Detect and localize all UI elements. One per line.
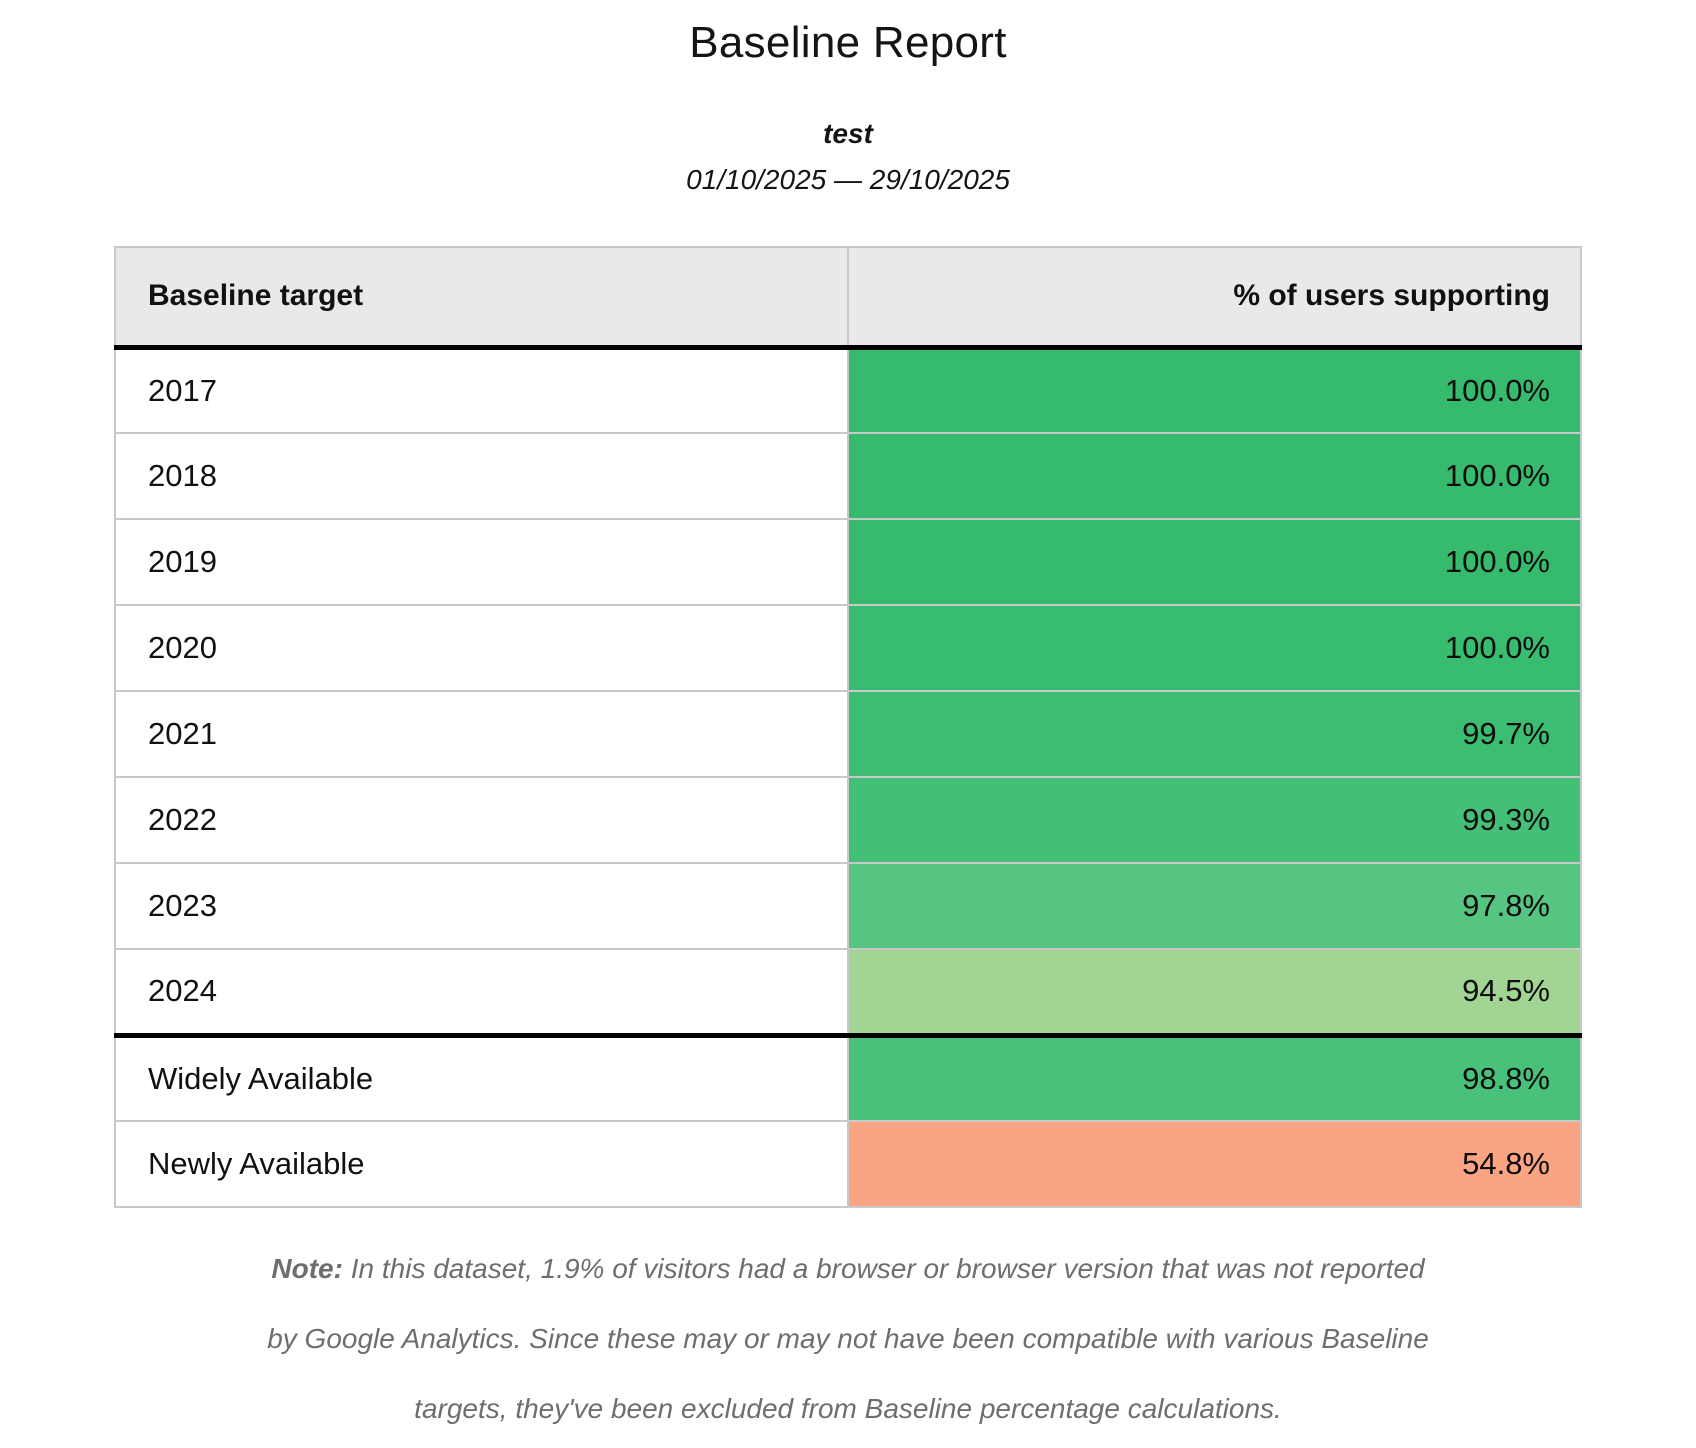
table-row: 2019 100.0%: [115, 518, 1581, 605]
table-row: Newly Available 54.8%: [115, 1120, 1581, 1207]
column-header-baseline-target: Baseline target: [115, 247, 849, 350]
baseline-target-cell: 2024: [115, 948, 849, 1035]
baseline-target-cell: 2020: [115, 604, 849, 691]
note-text: In this dataset, 1.9% of visitors had a …: [267, 1253, 1429, 1424]
note-label: Note:: [271, 1253, 343, 1284]
table-header-row: Baseline target % of users supporting: [115, 247, 1581, 350]
baseline-table: Baseline target % of users supporting 20…: [114, 246, 1582, 1208]
table-row: 2018 100.0%: [115, 432, 1581, 519]
table-body: 2017 100.0% 2018 100.0% 2019 100.0% 2020 100.0%…: [115, 347, 1581, 1207]
baseline-target-cell: 2022: [115, 776, 849, 863]
baseline-target-cell: Newly Available: [115, 1120, 849, 1207]
report-note: Note: In this dataset, 1.9% of visitors …: [258, 1234, 1438, 1444]
table-row: Widely Available 98.8%: [115, 1032, 1581, 1121]
percent-supporting-cell: 97.8%: [848, 862, 1581, 949]
percent-supporting-cell: 100.0%: [848, 518, 1581, 605]
baseline-target-cell: 2018: [115, 432, 849, 519]
table-row: 2017 100.0%: [115, 347, 1581, 433]
column-header-percent-supporting: % of users supporting: [848, 247, 1581, 350]
report-subtitle: test: [823, 118, 873, 149]
baseline-target-cell: 2019: [115, 518, 849, 605]
report-date-range: 01/10/2025 — 29/10/2025: [686, 164, 1010, 195]
percent-supporting-cell: 99.7%: [848, 690, 1581, 777]
percent-supporting-cell: 100.0%: [848, 604, 1581, 691]
percent-supporting-cell: 100.0%: [848, 432, 1581, 519]
baseline-target-cell: Widely Available: [115, 1032, 849, 1121]
table-row: 2022 99.3%: [115, 776, 1581, 863]
percent-supporting-cell: 100.0%: [848, 347, 1581, 433]
percent-supporting-cell: 99.3%: [848, 776, 1581, 863]
percent-supporting-cell: 94.5%: [848, 948, 1581, 1035]
table-row: 2020 100.0%: [115, 604, 1581, 691]
table-row: 2023 97.8%: [115, 862, 1581, 949]
baseline-target-cell: 2023: [115, 862, 849, 949]
table-row: 2021 99.7%: [115, 690, 1581, 777]
table-header: Baseline target % of users supporting: [115, 247, 1581, 350]
page-title: Baseline Report: [689, 18, 1007, 67]
baseline-target-cell: 2021: [115, 690, 849, 777]
percent-supporting-cell: 98.8%: [848, 1032, 1581, 1121]
percent-supporting-cell: 54.8%: [848, 1120, 1581, 1207]
baseline-target-cell: 2017: [115, 347, 849, 433]
table-row: 2024 94.5%: [115, 948, 1581, 1035]
